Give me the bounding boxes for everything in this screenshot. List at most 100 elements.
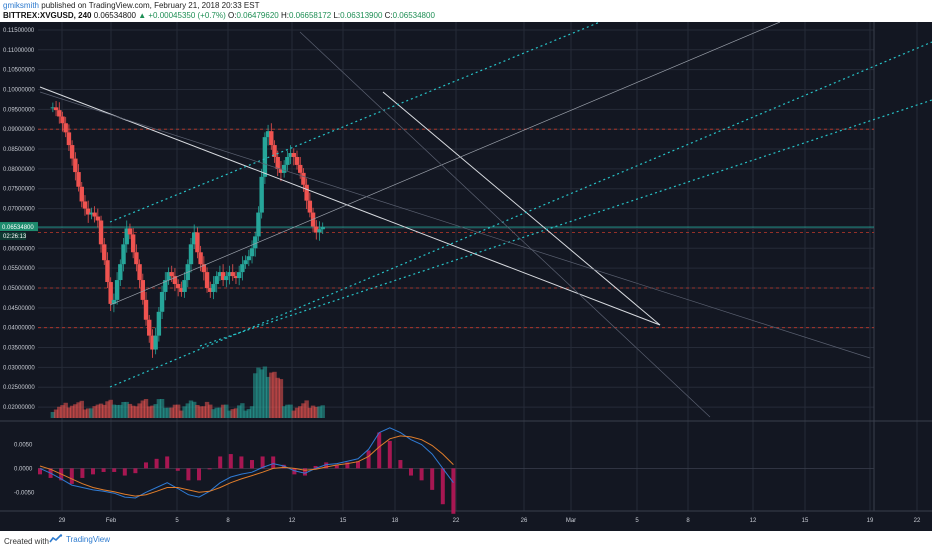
last-price: 0.06534800 — [93, 11, 136, 20]
candle-body — [291, 153, 296, 157]
candle-body — [220, 272, 226, 281]
price-chart[interactable]: 0.11500000 0.11000000 0.10500000 0.10000000… — [0, 22, 932, 531]
candle-body — [198, 252, 203, 265]
macd-histogram-bar — [292, 468, 297, 475]
macd-histogram-bar — [69, 468, 74, 484]
volume-bar — [220, 404, 226, 418]
time-tick-label: 19 — [867, 518, 874, 524]
descending-ray-2 — [299, 31, 711, 418]
volume-bar — [118, 404, 123, 418]
candle-body — [175, 284, 181, 288]
ohlc-line: BITTREX:XVGUSD, 240 0.06534800 ▲ +0.0004… — [3, 11, 435, 21]
candle-body — [150, 335, 155, 350]
time-tick-label: 5 — [175, 518, 179, 524]
candle-body — [233, 276, 239, 279]
macd-tick-label: 0.0050 — [14, 443, 33, 449]
volume-bar — [233, 408, 239, 418]
candle-body — [166, 272, 171, 281]
open-value: 0.06479620 — [236, 11, 279, 20]
volume-bar — [134, 406, 139, 418]
candle-body — [298, 164, 303, 173]
candle-body — [63, 123, 68, 133]
macd-histogram-bar — [101, 468, 106, 472]
macd-histogram-bar — [451, 468, 456, 514]
candle-body — [265, 131, 271, 138]
descending-ray — [39, 91, 871, 359]
volume-bar — [121, 402, 126, 418]
candle-body — [66, 132, 72, 146]
candle-body — [95, 216, 101, 221]
price-tick-label: 0.06000000 — [3, 246, 35, 252]
volume-bar — [111, 404, 117, 418]
macd-tick-label: -0.0050 — [14, 490, 35, 496]
macd-histogram-bar — [281, 464, 286, 469]
candles — [50, 101, 325, 358]
volume-bar — [208, 404, 213, 418]
macd-histogram-bar — [38, 468, 42, 475]
time-tick-label: 15 — [802, 518, 809, 524]
time-tick-label: 8 — [226, 518, 230, 524]
macd-histogram-bar — [165, 456, 170, 469]
price-tick-label: 0.05000000 — [3, 286, 35, 292]
volume-bar — [249, 406, 255, 418]
volume-bar — [175, 404, 181, 418]
candle-body — [85, 208, 91, 215]
macd-histogram-bar — [91, 468, 95, 475]
macd-histogram-bar — [197, 468, 201, 481]
time-tick-label: 18 — [392, 518, 399, 524]
candle-body — [163, 280, 168, 292]
candle-body — [214, 276, 219, 285]
volume-bar — [288, 404, 293, 418]
price-tick-label: 0.09500000 — [3, 107, 35, 113]
tradingview-brand[interactable]: TradingView — [49, 534, 110, 544]
candle-body — [272, 145, 277, 157]
volume-bar — [259, 369, 264, 418]
volume-bar — [236, 405, 242, 418]
candle-body — [60, 116, 65, 124]
volume-bar — [156, 399, 162, 418]
volume-bar — [127, 403, 133, 418]
candle-body — [134, 252, 139, 265]
macd-histogram-bar — [239, 456, 244, 469]
volume-bar — [98, 403, 104, 418]
volume-bar — [130, 405, 136, 418]
chart-header: gmiksmith published on TradingView.com, … — [0, 0, 932, 22]
candle-body — [179, 287, 184, 292]
candle-body — [317, 229, 322, 233]
countdown-badge — [0, 232, 26, 241]
candle-body — [224, 276, 229, 281]
time-tick-label: 29 — [59, 518, 66, 524]
candle-body — [304, 184, 309, 201]
volume-bar — [304, 400, 309, 418]
macd-histogram-bar — [80, 468, 85, 478]
candle-body — [159, 291, 165, 312]
volume-bar — [211, 409, 216, 418]
macd-histogram-bar — [122, 468, 127, 476]
publish-line: gmiksmith published on TradingView.com, … — [3, 1, 259, 11]
volume-bar — [224, 404, 229, 418]
time-axis[interactable]: 29 Feb 5 8 12 15 18 22 26 Mar 5 8 12 15 19 22 — [59, 518, 921, 524]
price-tick-label: 0.08000000 — [3, 167, 35, 173]
volume-bars — [50, 366, 325, 418]
author-link[interactable]: gmiksmith — [3, 1, 40, 10]
candle-body — [262, 137, 268, 177]
candle-body — [243, 260, 248, 265]
price-axis[interactable]: 0.11500000 0.11000000 0.10500000 0.10000000… — [0, 28, 38, 496]
publish-info: published on TradingView.com, February 2… — [41, 1, 260, 10]
candle-body — [102, 244, 107, 261]
volume-bar — [95, 404, 101, 418]
volume-bar — [50, 412, 56, 418]
candle-body — [118, 264, 123, 281]
macd-histogram-bar — [345, 462, 350, 469]
volume-bar — [102, 404, 107, 418]
high-label: H: — [280, 11, 289, 20]
volume-bar — [163, 407, 168, 418]
volume-bar — [57, 406, 62, 418]
close-label: C: — [384, 11, 393, 20]
macd-histogram-bar — [154, 458, 159, 469]
volume-bar — [243, 410, 248, 418]
price-tick-label: 0.09000000 — [3, 127, 35, 133]
volume-bar — [150, 405, 155, 418]
macd-histogram-bar — [144, 462, 148, 469]
